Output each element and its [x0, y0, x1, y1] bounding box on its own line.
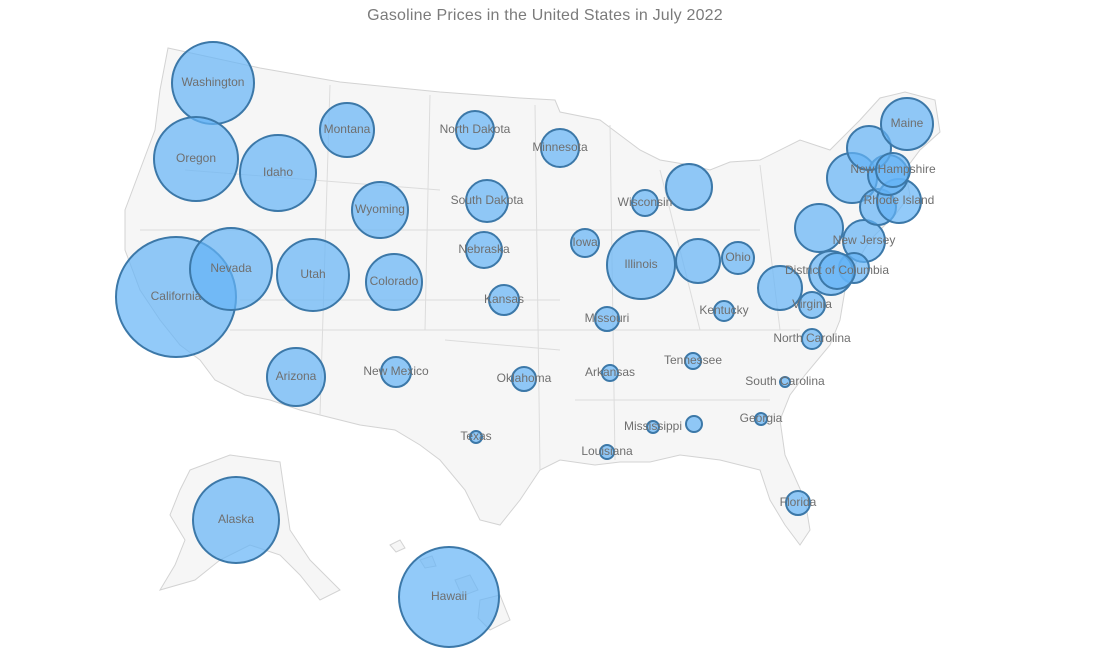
label-colorado: Colorado: [370, 274, 419, 288]
label-maine: Maine: [891, 116, 924, 130]
bubble-alabama[interactable]: [685, 415, 703, 433]
label-washington: Washington: [182, 75, 245, 89]
label-california: California: [151, 289, 202, 303]
bubble-alaska[interactable]: [192, 476, 280, 564]
label-louisiana: Louisiana: [581, 444, 633, 458]
label-idaho: Idaho: [263, 165, 293, 179]
bubble-colorado[interactable]: [365, 253, 423, 311]
bubble-iowa[interactable]: [570, 228, 600, 258]
label-north-dakota: North Dakota: [440, 122, 511, 136]
bubble-wisconsin[interactable]: [631, 189, 659, 217]
bubble-virginia[interactable]: [798, 291, 826, 319]
bubble-south-dakota[interactable]: [465, 179, 509, 223]
bubble-tennessee[interactable]: [684, 352, 702, 370]
label-north-carolina: North Carolina: [773, 331, 851, 345]
map-title: Gasoline Prices in the United States in …: [367, 7, 723, 24]
label-rhode-island: Rhode Island: [864, 193, 935, 207]
label-hawaii: Hawaii: [431, 589, 467, 603]
label-illinois: Illinois: [624, 257, 657, 271]
bubble-kentucky[interactable]: [713, 300, 735, 322]
bubble-texas[interactable]: [469, 430, 483, 444]
price-bubbles: Washington Oregon California Nevada Idaho Mon…: [115, 41, 936, 648]
label-wisconsin: Wisconsin: [618, 195, 673, 209]
label-kansas: Kansas: [484, 292, 524, 306]
bubble-nevada[interactable]: [189, 227, 273, 311]
label-arkansas: Arkansas: [585, 365, 635, 379]
bubble-new-mexico[interactable]: [380, 356, 412, 388]
bubble-oregon[interactable]: [153, 116, 239, 202]
bubble-oklahoma[interactable]: [511, 366, 537, 392]
label-tennessee: Tennessee: [664, 353, 722, 367]
bubble-north-carolina[interactable]: [801, 328, 823, 350]
label-oregon: Oregon: [176, 151, 216, 165]
label-mississippi: Mississippi: [624, 419, 682, 433]
label-kentucky: Kentucky: [699, 303, 748, 317]
bubble-florida[interactable]: [785, 490, 811, 516]
bubble-wyoming[interactable]: [351, 181, 409, 239]
bubble-arkansas[interactable]: [601, 364, 619, 382]
bubble-idaho[interactable]: [239, 134, 317, 212]
label-georgia: Georgia: [740, 411, 783, 425]
label-new-hampshire: New Hampshire: [850, 162, 936, 176]
label-new-jersey: New Jersey: [833, 233, 896, 247]
bubble-north-dakota[interactable]: [455, 110, 495, 150]
bubble-new-hampshire[interactable]: [875, 152, 911, 188]
label-arizona: Arizona: [276, 369, 317, 383]
label-minnesota: Minnesota: [532, 140, 588, 154]
label-florida: Florida: [780, 495, 817, 509]
bubble-pennsylvania[interactable]: [794, 203, 844, 253]
bubble-georgia[interactable]: [754, 412, 768, 426]
label-texas: Texas: [460, 429, 491, 443]
label-wyoming: Wyoming: [355, 202, 405, 216]
label-iowa: Iowa: [572, 235, 598, 249]
label-south-carolina: South Carolina: [745, 374, 825, 388]
label-south-dakota: South Dakota: [451, 193, 524, 207]
label-nebraska: Nebraska: [458, 242, 510, 256]
label-new-mexico: New Mexico: [363, 364, 429, 378]
bubble-illinois[interactable]: [606, 230, 676, 300]
label-missouri: Missouri: [585, 311, 630, 325]
bubble-missouri[interactable]: [594, 306, 620, 332]
label-utah: Utah: [300, 267, 325, 281]
bubble-arizona[interactable]: [266, 347, 326, 407]
label-nevada: Nevada: [210, 261, 252, 275]
bubble-ohio[interactable]: [721, 241, 755, 275]
bubble-indiana[interactable]: [675, 238, 721, 284]
bubble-nebraska[interactable]: [465, 231, 503, 269]
bubble-montana[interactable]: [319, 102, 375, 158]
label-oklahoma: Oklahoma: [497, 371, 552, 385]
bubble-michigan[interactable]: [665, 163, 713, 211]
bubble-kansas[interactable]: [488, 284, 520, 316]
bubble-west-virginia[interactable]: [757, 265, 803, 311]
bubble-south-carolina[interactable]: [779, 376, 791, 388]
bubble-minnesota[interactable]: [540, 128, 580, 168]
bubble-hawaii[interactable]: [398, 546, 500, 648]
label-montana: Montana: [324, 122, 371, 136]
label-ohio: Ohio: [725, 250, 751, 264]
bubble-louisiana[interactable]: [599, 444, 615, 460]
bubble-maine[interactable]: [880, 97, 934, 151]
label-virginia: Virginia: [792, 297, 832, 311]
bubble-utah[interactable]: [276, 238, 350, 312]
bubble-mississippi[interactable]: [646, 420, 660, 434]
label-alaska: Alaska: [218, 512, 254, 526]
bubble-district-of-columbia[interactable]: [818, 252, 856, 290]
label-district-of-columbia: District of Columbia: [785, 263, 889, 277]
